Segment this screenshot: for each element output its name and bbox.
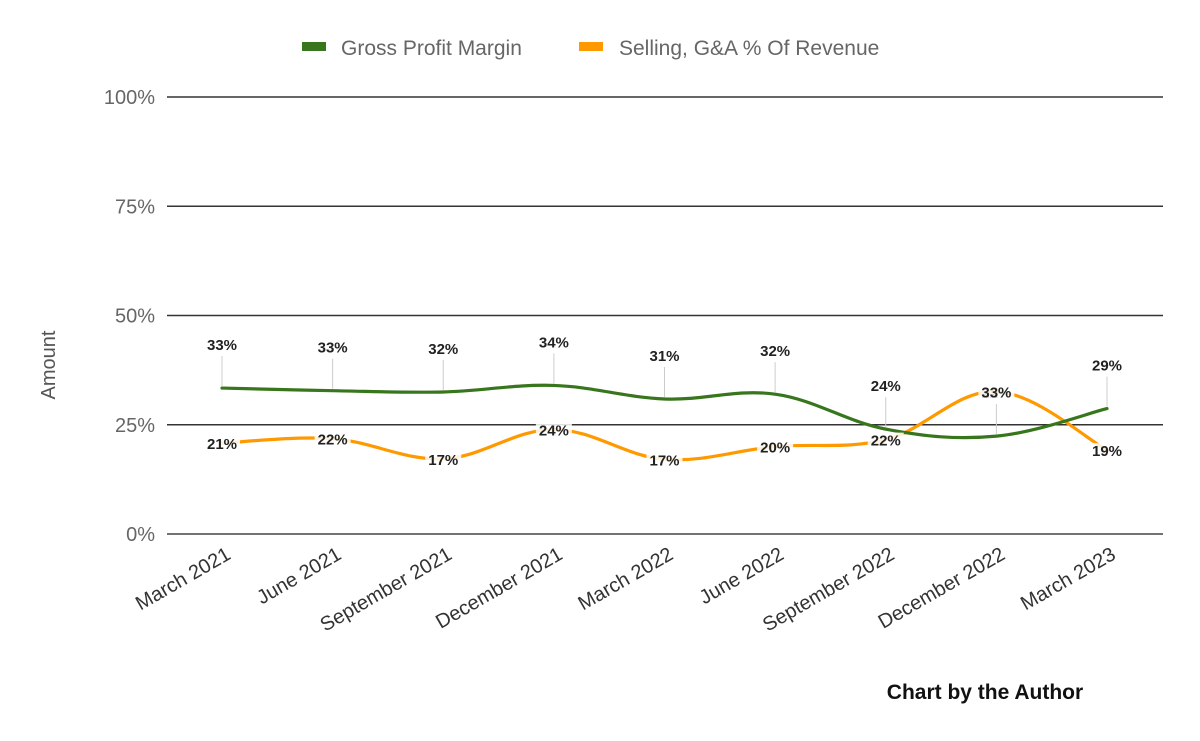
- x-tick-label: March 2023: [1017, 543, 1119, 615]
- series-line-selling-ga: [220, 389, 1109, 462]
- legend-label-selling-ga: Selling, G&A % Of Revenue: [619, 37, 879, 60]
- y-axis-title: Amount: [38, 330, 60, 399]
- x-tick-label: June 2022: [696, 543, 788, 609]
- data-label-background: [646, 452, 683, 470]
- data-label-selling-ga: 22%: [318, 432, 348, 449]
- data-label-gross-profit-margin: 34%: [539, 334, 569, 351]
- y-tick-label: 25%: [115, 415, 155, 437]
- gridlines: [167, 96, 1163, 535]
- data-label-background: [867, 432, 904, 450]
- legend-swatch-gross-profit-margin: [302, 42, 326, 51]
- label-leader-lines: [221, 353, 1108, 435]
- legend: Gross Profit Margin Selling, G&A % Of Re…: [302, 37, 879, 60]
- chart-caption: Chart by the Author: [887, 681, 1083, 704]
- data-label-selling-ga: 19%: [1092, 443, 1122, 460]
- data-label-background: [204, 436, 240, 454]
- data-label-gross-profit-margin: 32%: [428, 341, 458, 358]
- y-tick-label: 75%: [115, 196, 155, 218]
- x-tick-label: March 2021: [132, 543, 234, 615]
- data-label-selling-ga: 20%: [760, 440, 790, 457]
- y-tick-label: 0%: [126, 524, 155, 546]
- series-line-gross-profit-margin: [220, 383, 1109, 440]
- data-label-selling-ga: 22%: [871, 433, 901, 450]
- y-axis-ticks: 0% 25% 50% 75% 100%: [104, 87, 155, 546]
- data-label-gross-profit-margin: 29%: [1092, 358, 1122, 375]
- y-tick-label: 100%: [104, 87, 155, 109]
- data-label-background: [314, 431, 351, 449]
- data-label-gross-profit-margin: 31%: [649, 348, 679, 365]
- data-labels: 33% 33% 32% 34% 31% 32% 24% 22% 29% 21% 22% 17% 24% 1…: [204, 334, 1125, 470]
- y-tick-label: 50%: [115, 306, 155, 328]
- data-label-selling-ga: 17%: [649, 452, 679, 469]
- data-label-background: [1089, 443, 1125, 461]
- data-label-background: [535, 422, 572, 440]
- x-tick-label: March 2022: [575, 543, 677, 615]
- data-label-gross-profit-margin: 33%: [207, 337, 237, 354]
- data-label-selling-ga: 17%: [428, 452, 458, 469]
- data-label-background: [757, 439, 794, 457]
- x-tick-label: June 2021: [253, 543, 345, 609]
- legend-label-gross-profit-margin: Gross Profit Margin: [341, 37, 522, 60]
- data-label-gross-profit-margin: 24%: [871, 378, 901, 395]
- data-label-gross-profit-margin: 32%: [760, 343, 790, 360]
- data-label-background: [978, 384, 1015, 402]
- legend-swatch-selling-ga: [579, 42, 603, 51]
- data-label-selling-ga: 33%: [981, 385, 1011, 402]
- data-label-background: [425, 451, 462, 469]
- data-label-gross-profit-margin: 33%: [318, 340, 348, 357]
- data-label-selling-ga: 21%: [207, 436, 237, 453]
- data-label-selling-ga: 24%: [539, 423, 569, 440]
